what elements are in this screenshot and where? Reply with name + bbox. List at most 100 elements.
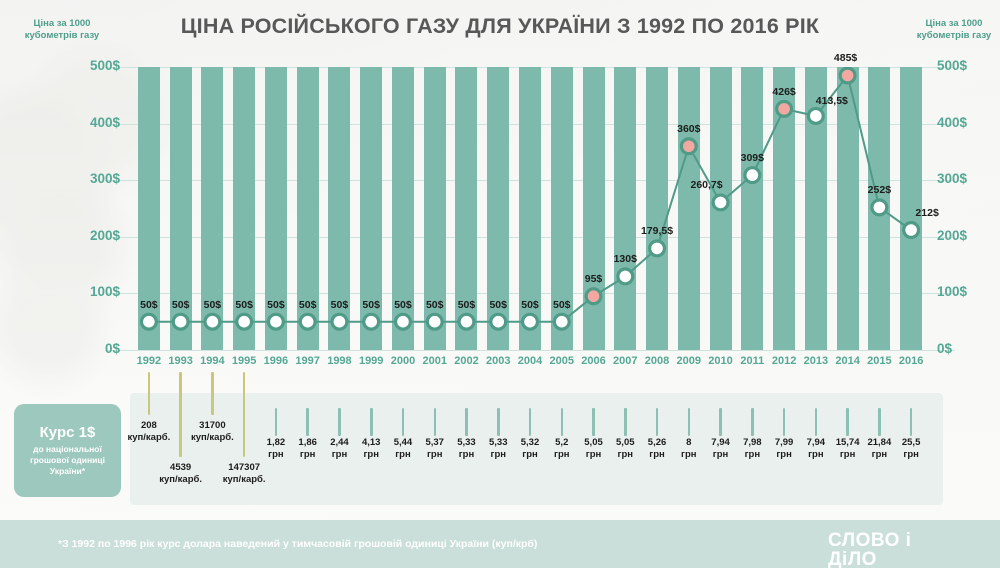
rate-stem bbox=[846, 408, 849, 436]
data-point-marker[interactable] bbox=[711, 193, 730, 212]
data-point-marker[interactable] bbox=[584, 287, 603, 306]
data-point-marker[interactable] bbox=[552, 312, 571, 331]
rate-stem bbox=[211, 372, 214, 415]
data-point-marker[interactable] bbox=[775, 99, 794, 118]
data-point-marker[interactable] bbox=[139, 312, 158, 331]
exchange-rate-value: 15,74 грн bbox=[836, 437, 860, 461]
rate-number: 7,98 bbox=[743, 437, 762, 448]
data-point-marker[interactable] bbox=[457, 312, 476, 331]
data-point-label: 50$ bbox=[552, 298, 571, 311]
exchange-rate-value: 4539 куп/карб. bbox=[159, 462, 202, 486]
data-point-label: 360$ bbox=[677, 123, 701, 136]
price-line-series bbox=[139, 67, 921, 331]
rate-number: 5,05 bbox=[584, 437, 603, 448]
rate-stem bbox=[242, 372, 246, 457]
data-point-marker[interactable] bbox=[235, 312, 254, 331]
rate-number: 5,44 bbox=[393, 437, 413, 448]
exchange-rate-value: 147307 куп/карб. bbox=[223, 462, 266, 486]
data-point-marker[interactable] bbox=[489, 312, 508, 331]
bar-column bbox=[741, 67, 764, 350]
rate-stem bbox=[497, 408, 500, 436]
exchange-rate-value: 2,44 грн bbox=[330, 437, 349, 461]
rate-unit: грн bbox=[903, 448, 919, 460]
rate-number: 5,2 bbox=[555, 437, 569, 448]
x-axis-year-label: 2009 bbox=[676, 355, 702, 367]
exchange-rate-value: 8 грн bbox=[681, 437, 697, 461]
exchange-rate-value: 4,13 грн bbox=[362, 437, 381, 461]
data-point-marker[interactable] bbox=[362, 312, 381, 331]
rate-number: 25,5 bbox=[901, 437, 921, 448]
chart-plot-area bbox=[105, 67, 955, 351]
x-axis-year-label: 1995 bbox=[231, 355, 257, 367]
data-point-marker[interactable] bbox=[521, 312, 540, 331]
data-point-marker[interactable] bbox=[171, 312, 190, 331]
x-axis-year-label: 1993 bbox=[168, 355, 193, 367]
brand-logo[interactable]: СЛОВО і ДіЛО bbox=[828, 531, 960, 568]
rate-stem bbox=[274, 408, 278, 436]
data-point-label: 485$ bbox=[833, 52, 858, 65]
x-axis-year-label: 1994 bbox=[200, 355, 225, 367]
bar-column bbox=[487, 67, 510, 350]
exchange-rate-value: 1,86 грн bbox=[298, 437, 317, 461]
exchange-rate-title: Курс 1$ bbox=[39, 423, 96, 441]
x-axis-year-label: 1997 bbox=[295, 355, 320, 367]
data-point-marker[interactable] bbox=[902, 221, 921, 240]
rate-unit: грн bbox=[522, 448, 538, 460]
rate-unit: грн bbox=[458, 448, 475, 460]
data-point-label: 50$ bbox=[140, 298, 158, 311]
bar-column bbox=[328, 67, 351, 350]
x-axis-year-label: 1992 bbox=[136, 355, 162, 367]
data-point-label: 50$ bbox=[235, 298, 253, 311]
data-point-marker[interactable] bbox=[203, 312, 222, 331]
x-axis-year-label: 1999 bbox=[358, 355, 384, 367]
data-point-marker[interactable] bbox=[298, 312, 317, 331]
rate-unit: грн bbox=[649, 448, 665, 460]
rate-unit: грн bbox=[585, 448, 602, 460]
data-point-marker[interactable] bbox=[806, 106, 825, 125]
rate-unit: куп/карб. bbox=[127, 431, 171, 443]
data-point-marker[interactable] bbox=[616, 267, 635, 286]
rate-number: 2,44 bbox=[330, 437, 349, 448]
data-point-marker[interactable] bbox=[266, 312, 285, 331]
data-point-label: 50$ bbox=[394, 298, 412, 311]
data-point-label: 50$ bbox=[457, 298, 476, 311]
data-point-label: 426$ bbox=[772, 85, 796, 98]
rate-unit: грн bbox=[554, 448, 570, 460]
rate-unit: грн bbox=[363, 448, 379, 460]
data-point-label: 130$ bbox=[613, 253, 637, 266]
rate-unit: грн bbox=[331, 448, 348, 460]
bar-column bbox=[550, 67, 573, 350]
rate-unit: грн bbox=[490, 448, 506, 460]
exchange-rate-value: 5,05 грн bbox=[584, 437, 603, 461]
rate-stem bbox=[687, 408, 691, 436]
rate-unit: куп/карб. bbox=[222, 473, 266, 485]
y-axis-tick-label-right: 200$ bbox=[937, 227, 968, 243]
data-point-marker[interactable] bbox=[743, 166, 762, 185]
data-point-marker[interactable] bbox=[838, 67, 857, 85]
rate-number: 5,33 bbox=[457, 437, 476, 448]
rate-number: 7,99 bbox=[774, 437, 794, 448]
exchange-rate-value: 7,98 грн bbox=[743, 437, 762, 461]
rate-number: 4,13 bbox=[361, 437, 381, 448]
x-axis-year-label: 2007 bbox=[613, 355, 638, 367]
rate-number: 4539 bbox=[170, 462, 192, 473]
rate-number: 31700 bbox=[199, 420, 226, 431]
rate-stem bbox=[782, 408, 786, 436]
data-point-marker[interactable] bbox=[679, 137, 698, 156]
y-axis-tick-label-right: 100$ bbox=[937, 284, 968, 300]
data-point-marker[interactable] bbox=[393, 312, 412, 331]
rate-stem bbox=[401, 408, 405, 436]
data-point-marker[interactable] bbox=[330, 312, 349, 331]
exchange-rate-value: 5,2 грн bbox=[554, 437, 570, 461]
data-point-marker[interactable] bbox=[425, 312, 444, 331]
x-axis-year-label: 2005 bbox=[549, 355, 574, 367]
bar-column bbox=[677, 67, 700, 350]
x-axis-year-label: 2002 bbox=[454, 355, 479, 367]
y-axis-tick-label-right: 300$ bbox=[937, 171, 968, 187]
rate-number: 5,37 bbox=[425, 437, 444, 448]
price-polyline bbox=[148, 73, 912, 323]
x-axis-year-label: 2011 bbox=[740, 355, 765, 367]
data-point-marker[interactable] bbox=[648, 239, 667, 258]
x-axis-year-label: 2015 bbox=[867, 355, 892, 367]
data-point-marker[interactable] bbox=[870, 198, 889, 217]
